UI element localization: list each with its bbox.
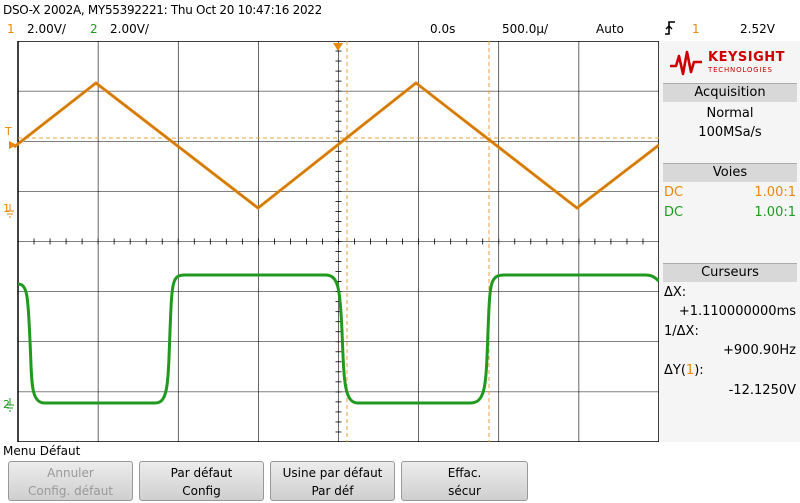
ch2-coupling: DC [664,205,684,220]
time-delay[interactable]: 0.0s [430,22,456,36]
inv-dx-value: +900.90Hz [723,343,796,358]
side-panel [659,41,800,442]
acquisition-mode: Normal [706,106,754,121]
trigger-position-marker [333,43,343,51]
inv-dx-label: 1/ΔX: [664,324,699,339]
ch2-ground-symbol [6,398,14,412]
ch1-probe: 1.00:1 [754,185,796,200]
softkey-default-config[interactable]: Par défaut Config [139,461,264,501]
acquisition-rate: 100MSa/s [698,125,762,140]
ch1-scale[interactable]: 2.00V/ [27,22,66,36]
logo-text-technologies: TECHNOLOGIES [708,66,773,74]
time-scale[interactable]: 500.0µ/ [502,22,549,36]
ch1-ground-marker [9,141,17,149]
waveform-display[interactable]: T 1 2 [0,41,659,442]
keysight-logo: KEYSIGHT TECHNOLOGIES [668,48,796,80]
cursors-title[interactable]: Curseurs [663,263,797,282]
dx-value: +1.110000000ms [678,304,796,319]
channels-title[interactable]: Voies [663,163,797,182]
ch2-probe: 1.00:1 [754,205,796,220]
menu-title: Menu Défaut [3,444,81,458]
ch1-trace-edge [13,82,659,209]
ch2-trace [17,273,659,405]
ch1-coupling: DC [664,185,684,200]
dx-label: ΔX: [664,285,687,300]
trigger-marker: T [4,125,12,138]
keysight-wave-icon [670,50,702,76]
trigger-mode[interactable]: Auto [596,22,624,36]
softkey-cancel-default[interactable]: Annuler Config. défaut [8,461,133,501]
dy-value: -12.1250V [728,383,796,398]
ch1-ground-symbol [6,204,14,218]
ch1-number: 1 [7,22,15,36]
softkey-factory-default[interactable]: Usine par défaut Par déf [270,461,395,501]
rising-edge-icon [664,20,676,38]
ch2-scale[interactable]: 2.00V/ [110,22,149,36]
ch2-number: 2 [90,22,98,36]
ch1-marker: 1 [3,202,10,215]
softkey-secure-erase[interactable]: Effac. sécur [401,461,528,501]
logo-text-keysight: KEYSIGHT [708,50,785,65]
acquisition-title[interactable]: Acquisition [663,83,797,102]
ch1-trace [13,81,659,210]
trigger-level[interactable]: 2.52V [740,22,775,36]
graticule [17,41,659,442]
window-title: DSO-X 2002A, MY55392221: Thu Oct 20 10:4… [3,3,322,17]
trigger-source[interactable]: 1 [692,22,700,36]
dy-label: ΔY(1): [664,363,704,378]
